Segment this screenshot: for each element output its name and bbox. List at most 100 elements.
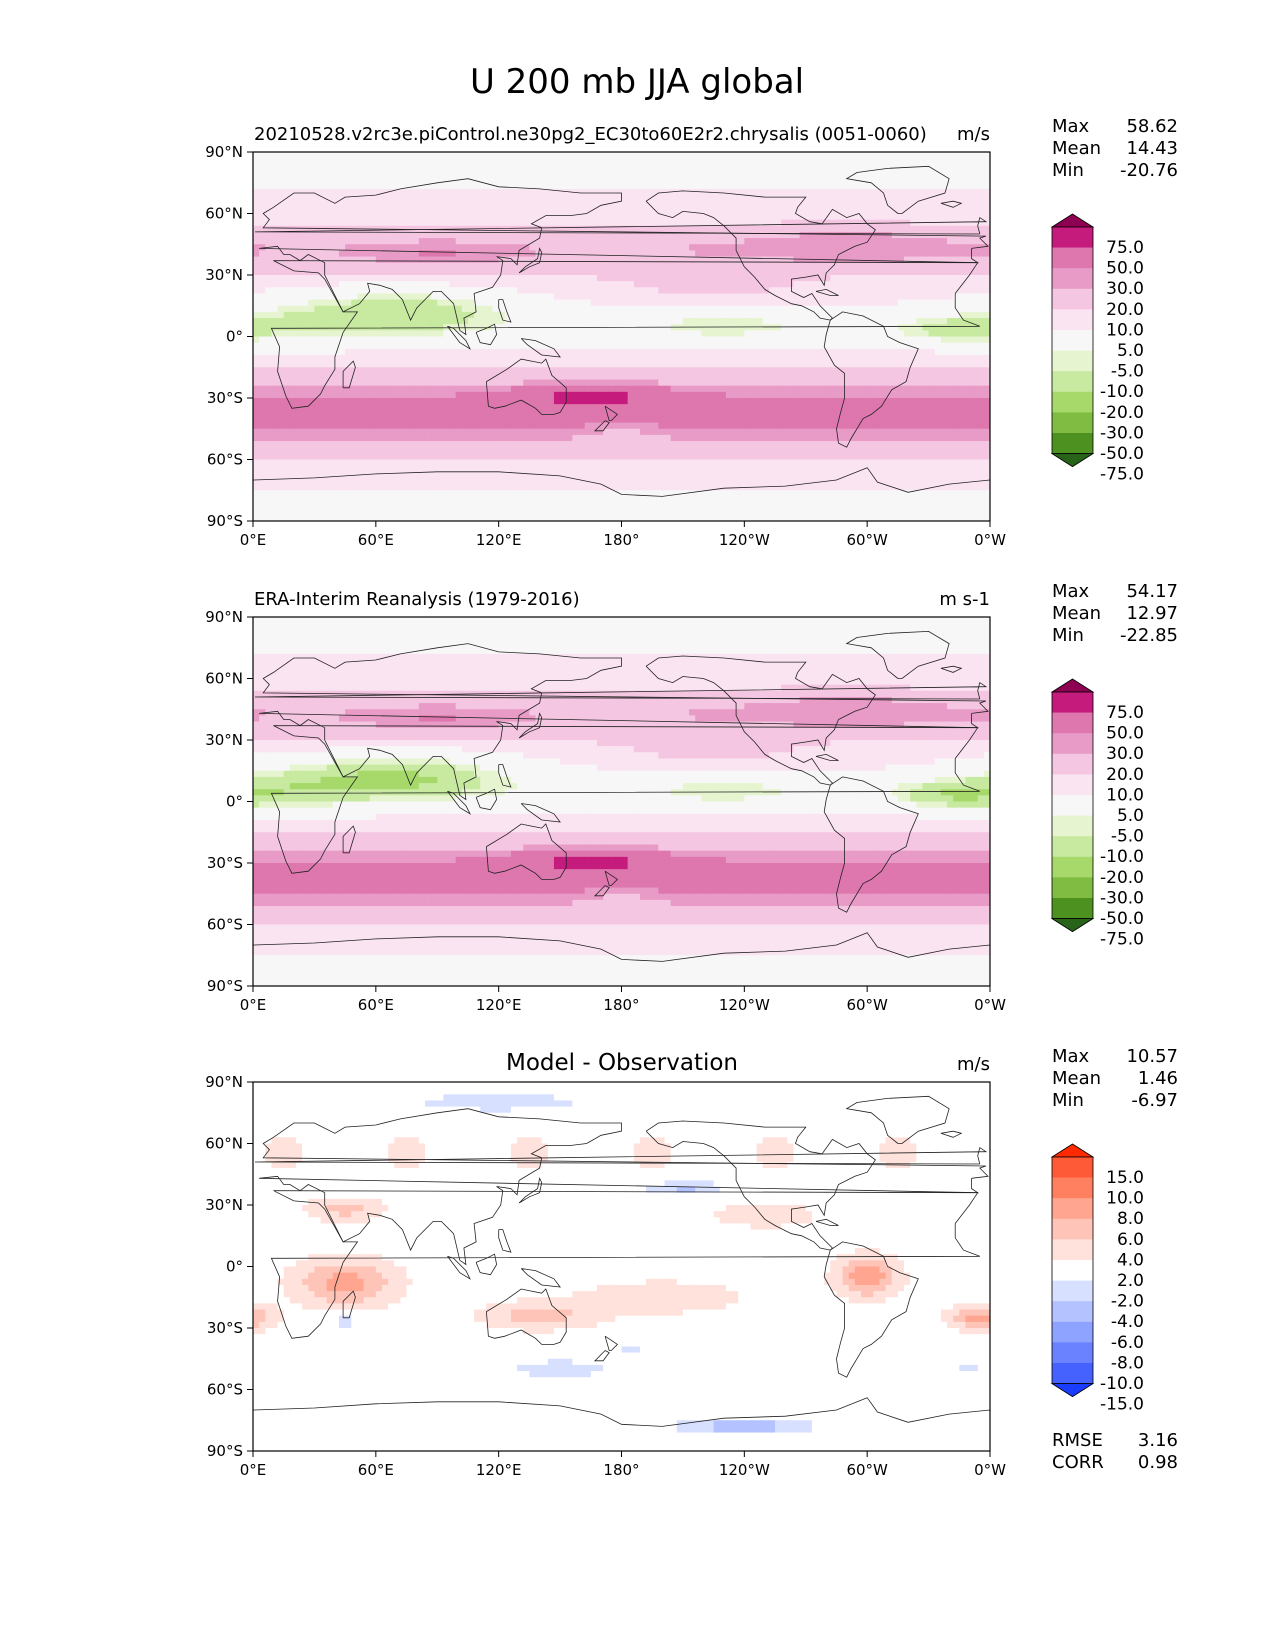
field-cell [431,213,438,221]
field-cell [713,391,721,399]
field-cell [805,391,813,399]
field-cell [830,275,838,282]
field-cell [719,373,727,381]
field-cell [418,379,426,387]
field-cell [418,318,426,325]
field-cell [756,348,764,356]
field-cell [732,213,739,221]
field-cell [867,342,874,350]
field-cell [682,336,690,344]
field-cell [916,361,924,368]
field-cell [916,373,924,381]
field-cell [756,293,764,301]
field-cell [910,336,917,344]
field-cell [695,373,702,381]
field-cell [977,361,985,368]
field-cell [664,281,672,288]
field-cell [388,275,395,282]
field-cell [289,231,297,239]
field-cell [861,158,868,165]
field-cell [689,293,696,301]
field-cell [940,324,948,331]
field-cell [541,385,549,393]
field-cell [406,342,414,350]
field-cell [658,256,666,264]
field-cell [553,176,561,184]
field-cell [332,152,340,159]
field-cell [854,398,862,405]
field-cell [725,152,733,159]
field-cell [867,225,874,233]
field-cell [615,182,623,190]
field-cell [897,318,905,325]
field-cell [271,188,279,196]
field-cell [639,361,647,368]
field-cell [400,404,408,411]
field-cell [842,361,850,368]
field-cell [781,311,788,319]
field-cell [725,299,733,307]
field-cell [572,385,580,393]
field-cell [652,238,659,245]
field-cell [486,299,494,307]
field-cell [676,336,684,344]
field-cell [639,287,647,295]
field-cell [406,195,414,202]
field-cell [381,275,389,282]
field-cell [916,342,924,350]
field-cell [971,219,979,227]
field-cell [253,195,260,202]
field-cell [338,213,346,221]
field-cell [388,404,395,411]
field-cell [928,293,936,301]
field-cell [510,201,518,208]
field-cell [541,336,549,344]
field-cell [504,244,512,251]
field-cell [584,164,592,172]
field-cell [750,231,758,239]
field-cell [756,244,764,251]
field-cell [977,324,985,331]
field-cell [959,244,967,251]
field-cell [547,195,555,202]
field-cell [615,379,623,387]
field-cell [670,176,678,184]
field-cell [289,342,297,350]
field-cell [861,201,868,208]
field-cell [314,354,322,362]
field-cell [553,348,561,356]
field-cell [351,238,359,245]
field-cell [762,225,770,233]
field-cell [338,385,346,393]
field-cell [455,305,463,313]
field-cell [725,176,733,184]
field-cell [904,182,911,190]
field-cell [338,262,346,270]
field-cell [498,238,506,245]
field-cell [848,342,856,350]
field-cell [689,391,696,399]
field-cell [338,225,346,233]
field-cell [443,336,451,344]
field-cell [535,164,543,172]
field-cell [897,207,905,215]
field-cell [725,207,733,215]
field-cell [707,299,715,307]
field-cell [418,256,426,264]
field-cell [670,262,678,270]
field-cell [388,293,395,301]
field-cell [609,404,616,411]
field-cell [707,275,715,282]
field-cell [959,152,967,159]
field-cell [732,164,739,172]
field-cell [983,256,990,264]
field-cell [627,268,635,276]
field-cell [603,367,610,374]
field-cell [682,225,690,233]
field-cell [689,404,696,411]
field-cell [861,330,868,338]
field-cell [633,367,641,374]
field-cell [676,324,684,331]
field-cell [805,275,813,282]
field-cell [719,256,727,264]
